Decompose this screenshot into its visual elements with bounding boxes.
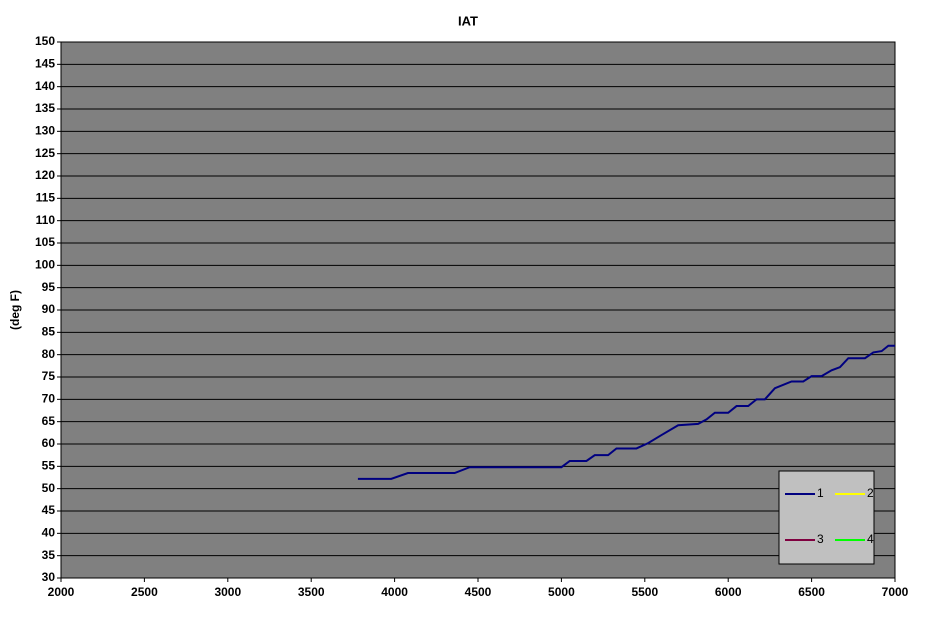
chart-title: IAT <box>458 13 478 28</box>
x-tick-label: 3500 <box>298 585 325 599</box>
x-tick-label: 7000 <box>882 585 909 599</box>
y-tick-label: 105 <box>35 235 55 249</box>
y-tick-label: 150 <box>35 34 55 48</box>
legend-label: 4 <box>867 532 874 546</box>
y-tick-label: 65 <box>42 414 56 428</box>
y-tick-label: 40 <box>42 526 56 540</box>
x-tick-label: 4000 <box>381 585 408 599</box>
data-line <box>357 344 895 480</box>
y-tick-label: 30 <box>42 570 56 584</box>
x-tick-label: 2500 <box>131 585 158 599</box>
y-tick-label: 130 <box>35 124 55 138</box>
x-tick-label: 2000 <box>48 585 75 599</box>
x-tick-label: 3000 <box>214 585 241 599</box>
y-tick-label: 115 <box>36 191 56 205</box>
y-tick-label: 95 <box>42 280 56 294</box>
y-tick-label: 120 <box>35 168 55 182</box>
y-tick-label: 80 <box>42 347 56 361</box>
x-tick-label: 6000 <box>715 585 742 599</box>
y-tick-label: 70 <box>42 392 56 406</box>
y-tick-label: 125 <box>35 146 55 160</box>
y-tick-label: 35 <box>42 548 56 562</box>
y-tick-label: 90 <box>42 302 56 316</box>
y-tick-label: 75 <box>42 369 56 383</box>
x-tick-label: 5000 <box>548 585 575 599</box>
y-tick-label: 55 <box>42 459 56 473</box>
x-tick-label: 6500 <box>798 585 825 599</box>
y-tick-label: 60 <box>42 436 56 450</box>
y-tick-label: 45 <box>42 503 56 517</box>
y-tick-label: 100 <box>35 258 55 272</box>
y-axis-label: (deg F) <box>8 290 22 330</box>
y-tick-label: 110 <box>36 213 56 227</box>
legend-box <box>778 470 875 565</box>
y-tick-label: 50 <box>42 481 56 495</box>
legend-label: 3 <box>817 532 824 546</box>
legend-label: 1 <box>817 486 824 500</box>
x-tick-label: 5500 <box>631 585 658 599</box>
y-tick-label: 145 <box>35 57 55 71</box>
x-tick-label: 4500 <box>465 585 492 599</box>
y-tick-label: 135 <box>35 101 55 115</box>
legend-label: 2 <box>867 486 874 500</box>
y-tick-label: 140 <box>35 79 55 93</box>
y-tick-label: 85 <box>42 325 56 339</box>
